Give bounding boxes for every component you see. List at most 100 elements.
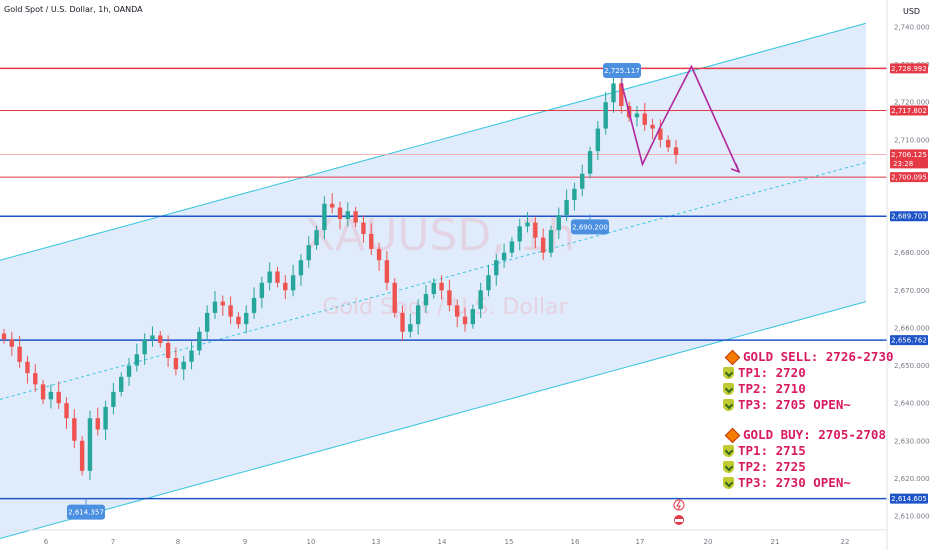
candle — [322, 196, 327, 240]
time-axis[interactable]: 6 7 8 9 10 13 14 15 16 17 20 21 22 — [0, 529, 887, 546]
candle-body — [486, 275, 491, 291]
candle — [611, 77, 616, 113]
candle — [509, 236, 515, 258]
candle-body — [228, 305, 233, 317]
candle — [345, 202, 351, 227]
candle — [369, 223, 374, 255]
time-tick-label: 16 — [571, 538, 580, 546]
buy-title: GOLD BUY: 2705-2708 — [743, 427, 886, 442]
candle — [126, 358, 132, 386]
candle — [447, 279, 452, 312]
candle-body — [64, 403, 69, 419]
price-level-tag-label: 2,614.605 — [891, 495, 927, 503]
candle — [462, 307, 468, 332]
candle — [244, 305, 249, 334]
candle-body — [111, 391, 116, 407]
price-level-tag-label: 2,700.095 — [891, 174, 927, 182]
candle — [9, 331, 15, 356]
check-shield-icon — [723, 399, 734, 411]
candle — [572, 182, 577, 211]
price-level-tag-label: 2,717.802 — [891, 107, 927, 115]
candle — [548, 225, 554, 258]
candle-body — [619, 83, 624, 106]
candle-body — [244, 312, 249, 325]
candle-body — [1, 333, 7, 340]
price-tick-label: 2,670.000 — [894, 287, 930, 295]
lightning-icon[interactable] — [673, 499, 685, 511]
candle-body — [658, 128, 663, 140]
candle-body — [251, 297, 257, 313]
candle — [400, 305, 405, 341]
candle-body — [126, 365, 132, 377]
candle — [314, 225, 319, 250]
check-shield-icon — [723, 367, 734, 379]
price-level-tag-label: 2,728.992 — [891, 65, 927, 73]
candle — [251, 287, 257, 319]
candle-body — [189, 350, 194, 362]
price-callout: 2,614.357 — [67, 499, 105, 520]
candle-body — [329, 203, 335, 208]
callout-label: 2,725.117 — [604, 67, 640, 75]
candle — [431, 278, 436, 299]
price-tick-label: 2,620.000 — [894, 475, 930, 483]
currency-label[interactable]: USD — [903, 7, 921, 16]
candle — [673, 139, 679, 164]
projection-line — [620, 64, 740, 173]
buy-tp3: TP3: 2730 OPEN~ — [738, 475, 851, 490]
price-level-tag-bg — [890, 493, 928, 504]
buy-tp1: TP1: 2715 — [738, 443, 806, 458]
candle-body — [298, 260, 304, 276]
candle-body — [509, 241, 515, 253]
candle — [87, 410, 93, 480]
candle — [181, 355, 186, 380]
sell-tp3: TP3: 2705 OPEN~ — [738, 397, 851, 412]
candle-body — [517, 226, 522, 242]
price-tick-label: 2,630.000 — [894, 437, 930, 445]
candle-body — [650, 124, 655, 129]
callout-box — [603, 62, 641, 78]
price-level-tag-bg — [890, 63, 928, 74]
price-level-tag-bg — [890, 172, 928, 183]
price-tick-label: 2,610.000 — [894, 513, 930, 521]
candle — [228, 296, 233, 325]
candle-body — [611, 83, 616, 103]
candle — [111, 382, 116, 415]
candle-body — [17, 346, 22, 362]
candle-body — [376, 248, 382, 261]
candle-body — [142, 339, 147, 355]
candle-body — [158, 335, 163, 343]
candle — [150, 326, 155, 347]
candle — [275, 266, 280, 288]
candle-body — [181, 361, 186, 370]
candle-body — [455, 305, 460, 317]
candle-body — [290, 275, 296, 291]
candle — [134, 343, 140, 372]
candle-body — [478, 290, 483, 310]
candle — [48, 384, 54, 409]
candle-body — [40, 384, 46, 400]
candle — [189, 341, 194, 370]
candle-body — [283, 282, 288, 291]
candle-body — [556, 215, 561, 231]
candle — [283, 275, 288, 300]
price-level-tag: 2,717.802 — [890, 105, 928, 116]
candle — [40, 379, 46, 404]
candle-body — [212, 301, 218, 313]
price-level-tag: 2,700.095 — [890, 172, 928, 183]
candle-body — [431, 282, 436, 295]
price-axis[interactable]: 2,740.0002,730.0002,720.0002,710.0002,68… — [886, 0, 932, 550]
candle — [197, 327, 202, 356]
sell-tp2: TP2: 2710 — [738, 381, 806, 396]
candle-body — [345, 211, 351, 219]
candle — [64, 397, 69, 429]
candle — [384, 251, 390, 291]
candle-body — [25, 361, 30, 374]
candle-body — [501, 252, 507, 261]
price-level-tag-label: 2,706.125 — [891, 151, 927, 159]
candle-body — [673, 147, 679, 155]
candle-body — [642, 113, 647, 125]
candle — [72, 409, 77, 449]
callout-label: 2,690.200 — [572, 223, 608, 231]
